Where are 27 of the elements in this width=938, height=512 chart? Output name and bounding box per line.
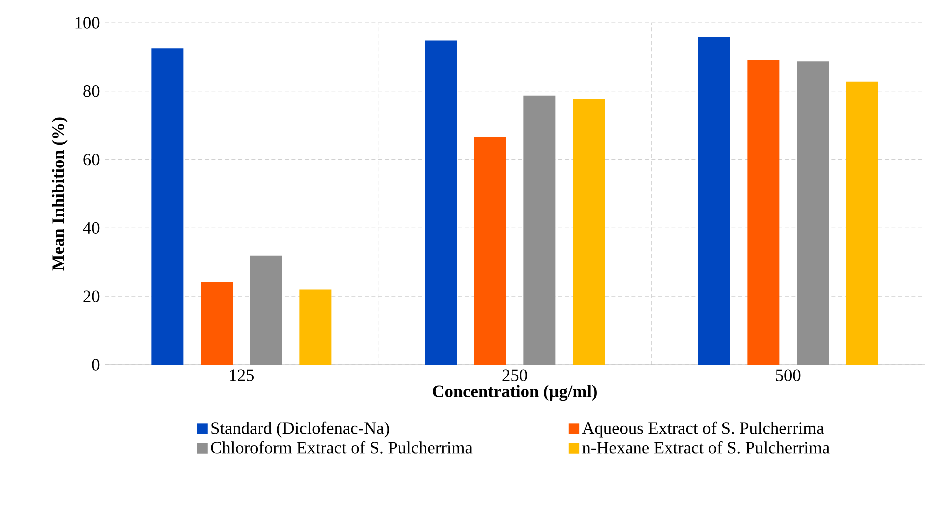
legend-label: n-Hexane Extract of S. Pulcherrima [582,441,830,454]
y-tick-label: 20 [84,290,100,302]
y-tick-label: 40 [83,222,100,234]
y-axis-title: Mean Inhibition (%) [52,118,68,271]
legend-label: Aqueous Extract of S. Pulcherrima [582,422,824,438]
bar [797,62,829,366]
bar [425,40,458,366]
bar [748,60,780,366]
bar [524,96,556,366]
bar [300,290,332,366]
legend-label: Standard (Diclofenac-Na) [212,422,390,438]
bar [201,282,234,366]
bar [474,137,506,366]
y-tick-label: 80 [84,86,100,98]
bar [846,82,878,366]
x-tick-label: 500 [776,370,801,382]
y-tick-label: 60 [84,154,100,166]
x-tick-label: 250 [502,370,528,382]
bar [152,48,184,366]
y-tick-label: 0 [92,359,100,371]
y-tick-label: 100 [76,17,100,29]
x-axis-title: Concentration (µg/ml) [433,385,597,402]
bar [250,256,282,366]
legend-label: Chloroform Extract of S. Pulcherrima [211,441,473,454]
x-tick-label: 125 [230,370,254,382]
bar [573,99,606,366]
bar [698,37,730,366]
